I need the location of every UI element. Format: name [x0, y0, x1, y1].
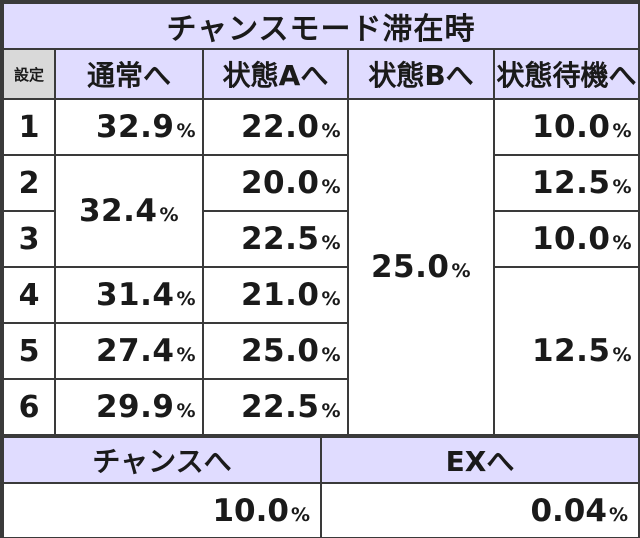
- table-row: 5 27.4% 25.0%: [2, 322, 639, 380]
- setting-number: 5: [2, 322, 56, 380]
- setting-number: 1: [2, 98, 56, 156]
- header-ex: EXへ: [320, 436, 640, 484]
- standby-value: 12.5%: [492, 154, 640, 212]
- setting-number: 4: [2, 266, 56, 324]
- table-title: チャンスモード滞在時: [1, 2, 640, 50]
- chance-value: 10.0%: [2, 482, 322, 538]
- header-state-b: 状態Bへ: [347, 48, 495, 100]
- header-state-a: 状態Aへ: [202, 48, 349, 100]
- state-a-value: 20.0%: [202, 154, 349, 212]
- setting-number: 3: [2, 210, 56, 268]
- state-a-value: 22.5%: [202, 210, 349, 268]
- table-row: 2 32.4% 20.0% 12.5%: [2, 154, 640, 268]
- standby-value: 10.0%: [492, 98, 640, 156]
- state-b-value: 25.0%: [347, 98, 495, 436]
- normal-value: 27.4%: [54, 322, 204, 380]
- state-a-value: 21.0%: [202, 266, 349, 324]
- setting-number: 2: [2, 154, 56, 212]
- ex-value: 0.04%: [320, 482, 640, 538]
- state-a-value: 25.0%: [202, 322, 349, 380]
- bottom-table: チャンスへ EXへ 10.0% 0.04%: [2, 436, 640, 538]
- header-standby: 状態待機へ: [492, 48, 640, 100]
- header-setting: 設定: [2, 48, 56, 100]
- chance-mode-table: チャンスモード滞在時 設定 通常へ 状態Aへ 状態Bへ 状態待機へ 1 32.9…: [1, 2, 640, 436]
- table-row: 3 22.5% 10.0%: [2, 210, 640, 268]
- header-normal: 通常へ: [54, 48, 204, 100]
- state-a-value: 22.0%: [202, 98, 349, 156]
- normal-value: 29.9%: [54, 378, 204, 436]
- standby-value: 10.0%: [492, 210, 640, 268]
- table-row: 4 31.4% 21.0% 12.5%: [2, 266, 640, 436]
- standby-value: 12.5%: [492, 266, 640, 436]
- setting-number: 6: [2, 378, 56, 436]
- state-a-value: 22.5%: [202, 378, 349, 436]
- normal-value: 32.4%: [54, 154, 204, 268]
- table-row: 6 29.9% 22.5%: [2, 378, 639, 436]
- header-chance: チャンスへ: [2, 436, 322, 484]
- normal-value: 31.4%: [54, 266, 204, 324]
- normal-value: 32.9%: [54, 98, 204, 156]
- table-row: 1 32.9% 22.0% 25.0% 10.0%: [2, 98, 640, 436]
